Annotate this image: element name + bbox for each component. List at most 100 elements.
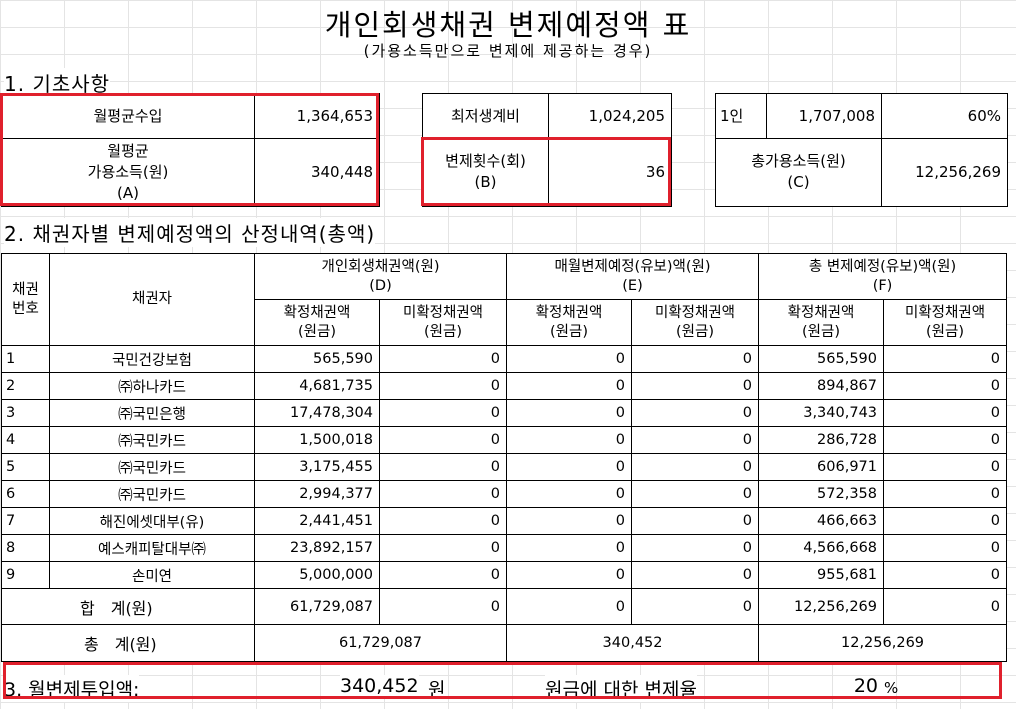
table-row: 9 손미연 5,000,000 0 0 0 955,681 0: [1, 561, 1008, 589]
table-row: 5 ㈜국민카드 3,175,455 0 0 0 606,971 0: [1, 453, 1008, 481]
table-row: 2 ㈜하나카드 4,681,735 0 0 0 894,867 0: [1, 372, 1008, 400]
row-d-confirmed: 2,441,451: [254, 507, 380, 535]
row-f-confirmed: 3,340,743: [758, 399, 885, 427]
table-row: 6 ㈜국민카드 2,994,377 0 0 0 572,358 0: [1, 480, 1008, 508]
table-row: 8 예스캐피탈대부㈜ 23,892,157 0 0 0 4,566,668 0: [1, 534, 1008, 562]
row-f-unconfirmed: 0: [883, 453, 1008, 481]
header-creditor-no: 채권 번호: [1, 253, 50, 346]
total-income-box: 1인 1,707,008 60% 총가용소득(원) (C) 12,256,269: [715, 93, 1008, 207]
subtotal-label: 합 계(원): [1, 588, 255, 625]
total-disposable-label-line1: 총가용소득(원): [751, 152, 846, 170]
row-f-confirmed: 466,663: [758, 507, 885, 535]
page-subtitle: (가용소득만으로 변제에 제공하는 경우): [363, 42, 653, 60]
header-e-unconfirmed: 미확정채권액 (원금): [631, 299, 760, 346]
living-cost-box: 최저생계비 1,024,205 변제횟수(회) (B) 36: [422, 93, 672, 207]
repay-count-label-line2: (B): [474, 173, 497, 191]
disposable-income-label: 월평균 가용소득(원) (A): [2, 138, 254, 206]
household-value: 1,707,008: [798, 106, 875, 125]
row-f-confirmed: 4,566,668: [758, 534, 885, 562]
subtotal-f-confirmed: 12,256,269: [758, 588, 885, 625]
row-e-unconfirmed: 0: [631, 534, 760, 562]
subtotal-e-confirmed: 0: [506, 588, 633, 625]
row-no: 6: [1, 480, 50, 508]
row-d-confirmed: 23,892,157: [254, 534, 380, 562]
header-e-confirmed: 확정채권액 (원금): [506, 299, 633, 346]
row-f-unconfirmed: 0: [883, 426, 1008, 454]
row-e-confirmed: 0: [506, 426, 633, 454]
row-e-unconfirmed: 0: [631, 372, 760, 400]
total-disposable-label: 총가용소득(원) (C): [716, 138, 881, 206]
header-f-confirmed: 확정채권액 (원금): [758, 299, 885, 346]
household-size: 1인: [720, 106, 744, 125]
row-f-confirmed: 286,728: [758, 426, 885, 454]
subtotal-f-unconfirmed: 0: [883, 588, 1008, 625]
total-disposable-label-line2: (C): [787, 173, 810, 191]
page-title: 개인회생채권 변제예정액 표: [324, 8, 692, 42]
repay-count-label-line1: 변제횟수(회): [445, 152, 526, 170]
row-f-unconfirmed: 0: [883, 372, 1008, 400]
total-e: 340,452: [506, 624, 760, 662]
table-row: 3 ㈜국민은행 17,478,304 0 0 0 3,340,743 0: [1, 399, 1008, 427]
row-e-unconfirmed: 0: [631, 561, 760, 589]
row-no: 3: [1, 399, 50, 427]
subtotal-row: 합 계(원) 61,729,087 0 0 0 12,256,269 0: [1, 588, 1008, 625]
row-d-unconfirmed: 0: [378, 345, 508, 373]
row-creditor: ㈜하나카드: [49, 372, 255, 400]
row-f-unconfirmed: 0: [883, 480, 1008, 508]
section2-heading: 2. 채권자별 변제예정액의 산정내역(총액): [4, 218, 376, 247]
row-d-confirmed: 5,000,000: [254, 561, 380, 589]
repay-count-value: 36: [645, 162, 665, 181]
row-e-unconfirmed: 0: [631, 399, 760, 427]
monthly-income-label: 월평균수입: [93, 106, 163, 125]
header-monthly-repay: 매월변제예정(유보)액(원) (E): [506, 253, 760, 300]
header-total-repay: 총 변제예정(유보)액(원) (F): [758, 253, 1008, 300]
subtotal-e-unconfirmed: 0: [631, 588, 760, 625]
table-row: 7 해진에셋대부(유) 2,441,451 0 0 0 466,663 0: [1, 507, 1008, 535]
row-d-confirmed: 3,175,455: [254, 453, 380, 481]
row-f-unconfirmed: 0: [883, 399, 1008, 427]
repay-rate-unit: %: [884, 679, 899, 697]
section1-heading: 1. 기초사항: [4, 68, 111, 97]
row-f-confirmed: 894,867: [758, 372, 885, 400]
repay-count-label: 변제횟수(회) (B): [423, 138, 548, 206]
subtotal-d-unconfirmed: 0: [378, 588, 508, 625]
row-d-unconfirmed: 0: [378, 534, 508, 562]
header-d-confirmed: 확정채권액 (원금): [254, 299, 380, 346]
monthly-repay-amount: 340,452: [340, 675, 419, 697]
monthly-repay-unit: 원: [428, 679, 446, 701]
row-no: 8: [1, 534, 50, 562]
disposable-label-line3: (A): [117, 183, 139, 202]
row-creditor: ㈜국민카드: [49, 426, 255, 454]
min-living-label: 최저생계비: [450, 106, 520, 125]
row-f-unconfirmed: 0: [883, 561, 1008, 589]
row-f-confirmed: 565,590: [758, 345, 885, 373]
row-e-unconfirmed: 0: [631, 480, 760, 508]
header-creditor: 채권자: [49, 253, 255, 346]
header-claim-amount: 개인회생채권액(원) (D): [253, 253, 508, 300]
row-d-confirmed: 4,681,735: [254, 372, 380, 400]
total-d: 61,729,087: [253, 624, 508, 662]
subtotal-d-confirmed: 61,729,087: [254, 588, 380, 625]
total-row: 총 계(원) 61,729,087 340,452 12,256,269: [1, 624, 1008, 662]
household-percent: 60%: [967, 106, 1001, 125]
min-living-value: 1,024,205: [588, 106, 665, 125]
row-d-unconfirmed: 0: [378, 399, 508, 427]
total-disposable-value: 12,256,269: [915, 162, 1001, 181]
row-f-confirmed: 606,971: [758, 453, 885, 481]
row-no: 9: [1, 561, 50, 589]
row-e-unconfirmed: 0: [631, 507, 760, 535]
row-d-confirmed: 565,590: [254, 345, 380, 373]
row-e-confirmed: 0: [506, 561, 633, 589]
disposable-label-line2: 가용소득(원): [87, 162, 169, 181]
row-creditor: 예스캐피탈대부㈜: [49, 534, 255, 562]
row-d-unconfirmed: 0: [378, 372, 508, 400]
row-f-unconfirmed: 0: [883, 345, 1008, 373]
row-d-confirmed: 2,994,377: [254, 480, 380, 508]
row-f-unconfirmed: 0: [883, 534, 1008, 562]
row-no: 2: [1, 372, 50, 400]
header-d-unconfirmed: 미확정채권액 (원금): [378, 299, 508, 346]
row-e-confirmed: 0: [506, 480, 633, 508]
row-e-confirmed: 0: [506, 507, 633, 535]
row-creditor: 손미연: [49, 561, 255, 589]
row-e-unconfirmed: 0: [631, 345, 760, 373]
